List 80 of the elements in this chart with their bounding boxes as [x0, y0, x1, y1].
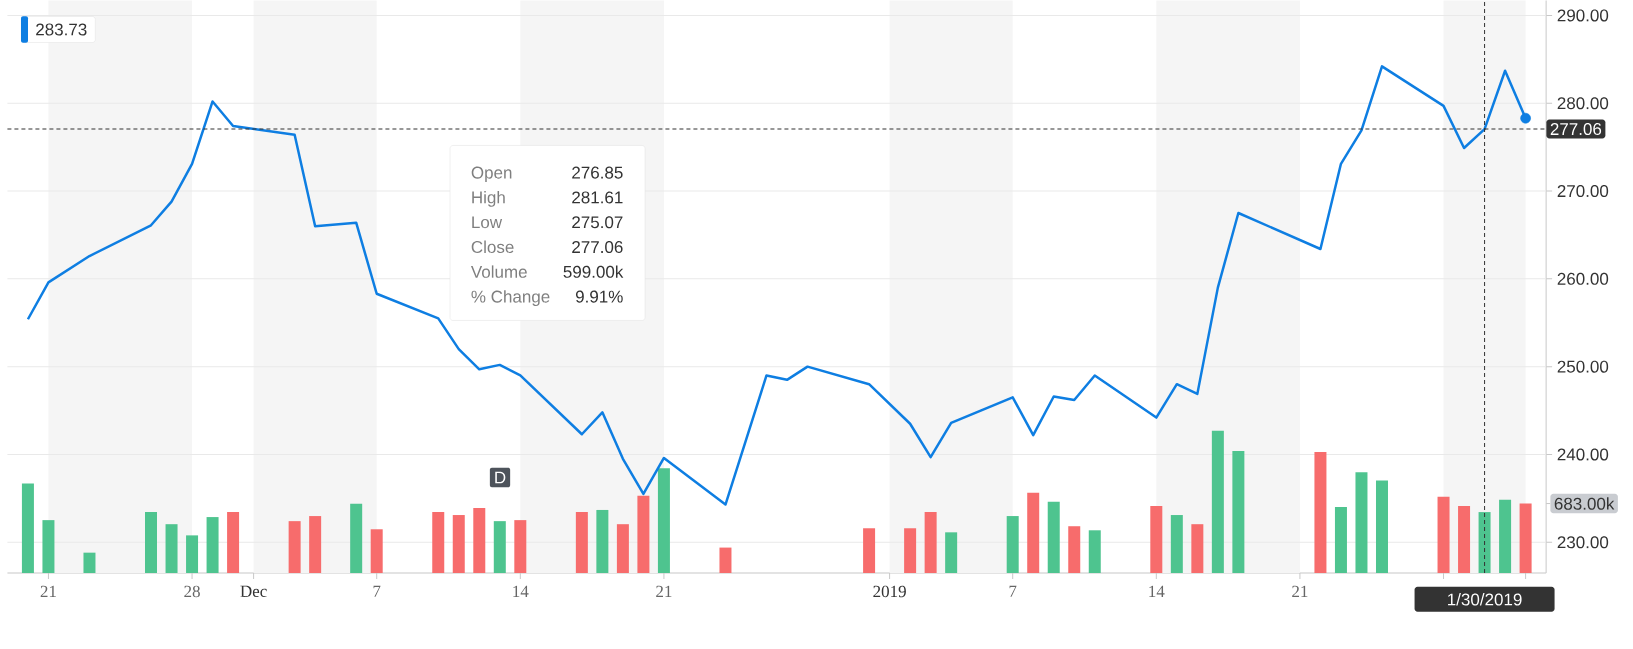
y-tick-label: 270.00 [1557, 185, 1609, 198]
bar [83, 552, 96, 574]
bar [1047, 502, 1060, 574]
bar [186, 535, 199, 574]
x-tick-label: 7 [373, 585, 381, 598]
bar [165, 524, 178, 574]
y-tick-label: 260.00 [1557, 273, 1609, 286]
bar [1211, 430, 1224, 574]
bar [514, 520, 527, 574]
annotation: 9.91% [575, 290, 623, 303]
annotation: High [472, 191, 505, 208]
bar [637, 495, 650, 574]
y-tick-label: 280.00 [1557, 97, 1609, 110]
ref-line-label: 277.06 [1550, 123, 1602, 136]
annotation: Volume [470, 265, 527, 279]
bar [1519, 503, 1532, 574]
bar [493, 521, 506, 574]
bar [1437, 496, 1450, 574]
annotation: Low [472, 216, 503, 229]
y-tick-label: 290.00 [1557, 9, 1609, 22]
x-tick-label: 28 [184, 585, 200, 598]
annotation: 281.61 [572, 191, 623, 204]
bar [288, 521, 301, 574]
bar [1314, 452, 1327, 574]
x-tick-label: 21 [1292, 585, 1308, 598]
bar [1150, 506, 1163, 574]
bar [616, 524, 629, 574]
bar [575, 512, 588, 574]
bar [1088, 530, 1101, 574]
bar [145, 512, 158, 574]
y-tick-label: 240.00 [1557, 448, 1609, 461]
annotation: Open [471, 166, 512, 183]
bar [924, 512, 937, 574]
x-tick-label: 2019 [873, 585, 906, 598]
bar [1375, 480, 1388, 574]
bar [1027, 492, 1040, 574]
bar [719, 547, 732, 574]
x-tick-label: 21 [656, 585, 672, 598]
annotation: Close [471, 240, 514, 254]
y-tick-label: 230.00 [1557, 536, 1609, 549]
annotation: % Change [471, 290, 550, 307]
x-tick-label: 14 [513, 585, 529, 598]
bar [863, 528, 876, 574]
bar [904, 528, 917, 574]
annotation: 275.07 [572, 216, 623, 229]
bar [596, 510, 609, 574]
bar [1232, 451, 1245, 574]
bar [309, 516, 322, 574]
bar [1170, 515, 1183, 574]
bar [1191, 524, 1204, 574]
bar [227, 512, 240, 574]
bar [473, 508, 486, 574]
bar [1068, 526, 1081, 574]
x-tick-label: 21 [40, 585, 56, 598]
annotation: 277.06 [572, 241, 623, 254]
x-tick-label: 14 [1149, 585, 1165, 598]
bar [21, 483, 34, 574]
y2-tick-label: 683.00k [1554, 497, 1615, 511]
bar [432, 512, 445, 574]
annotation: 599.00k [563, 265, 624, 279]
bar [206, 517, 219, 574]
annotation: 283.73 [36, 23, 87, 36]
annotation: 276.85 [572, 166, 623, 179]
x-tick-label: Dec [240, 585, 267, 598]
bar [1478, 512, 1491, 574]
bar [42, 520, 55, 574]
bar [1499, 500, 1512, 574]
bar [1006, 516, 1019, 574]
bar [452, 515, 465, 574]
annotation: D [495, 471, 506, 484]
bar [1355, 472, 1368, 574]
ref-line-label: 1/30/2019 [1448, 593, 1522, 606]
bar [1334, 507, 1347, 574]
bar [350, 504, 363, 574]
bar [1458, 506, 1471, 574]
bar [945, 532, 958, 574]
y-tick-label: 250.00 [1557, 360, 1609, 373]
bar [657, 468, 670, 574]
bar [370, 529, 383, 574]
x-tick-label: 7 [1009, 585, 1017, 598]
